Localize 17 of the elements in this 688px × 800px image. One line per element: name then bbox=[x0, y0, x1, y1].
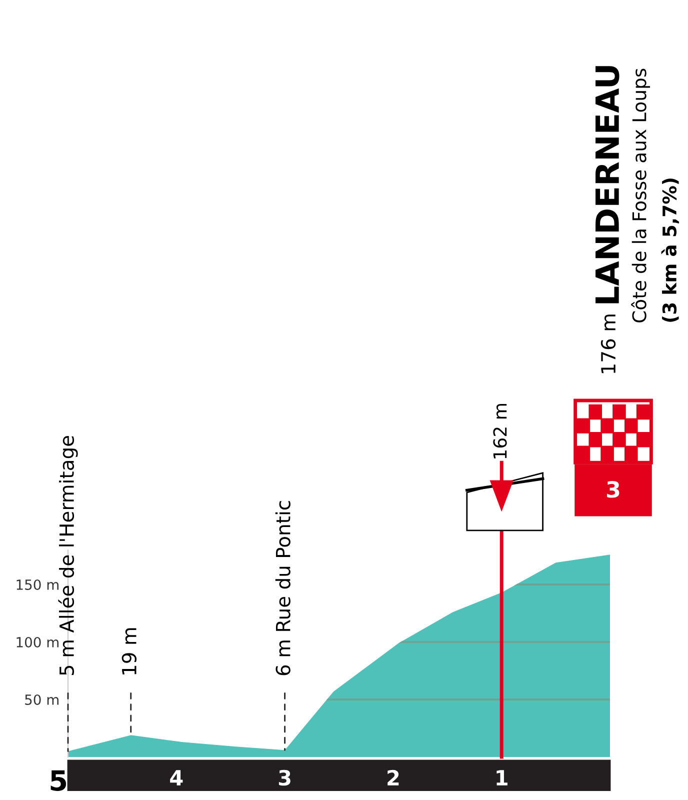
text: 3 bbox=[607, 480, 620, 498]
annotation: 6 m Rue du Pontic bbox=[275, 501, 290, 676]
ref-line-label: 162 m bbox=[493, 404, 507, 458]
y-tick-label: 50 m bbox=[25, 694, 58, 705]
annotation: 19 m bbox=[122, 628, 137, 674]
x-tick-label: 1 bbox=[496, 770, 508, 786]
x-tick-label: 2 bbox=[388, 770, 399, 786]
text: Côte de la Fosse aux Loups bbox=[631, 68, 650, 322]
text: LANDERNEAU bbox=[596, 66, 620, 304]
text: (3 km à 5,7%) bbox=[661, 178, 679, 322]
annotation: 5 m Allée de l'Hermitage bbox=[58, 436, 78, 675]
y-tick-label: 150 m bbox=[16, 579, 58, 590]
y-tick-label: 100 m bbox=[16, 636, 58, 648]
text: 176 m bbox=[600, 314, 616, 374]
x-tick-label: 4 bbox=[170, 770, 183, 786]
x-tick-label: 3 bbox=[278, 770, 290, 786]
x-tick-label: 5 bbox=[50, 770, 66, 791]
